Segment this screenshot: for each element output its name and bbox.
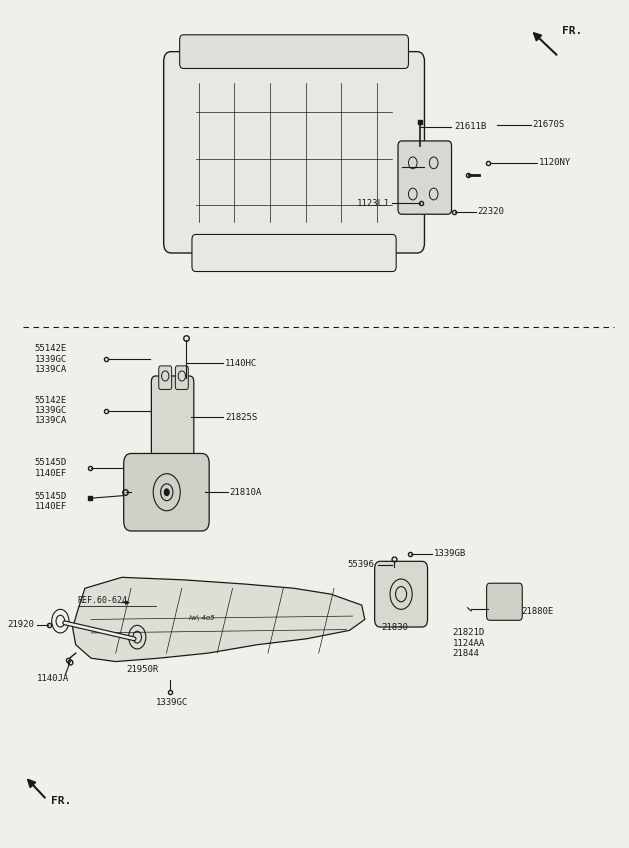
Text: 21825S: 21825S [225, 413, 257, 421]
Text: 55145D
1140EF: 55145D 1140EF [35, 492, 67, 511]
Text: 21830: 21830 [381, 623, 408, 633]
Circle shape [164, 488, 169, 495]
Text: 21810A: 21810A [230, 488, 262, 497]
Text: 55145D
1140EF: 55145D 1140EF [35, 458, 67, 477]
Text: 1339GC: 1339GC [155, 698, 188, 706]
FancyBboxPatch shape [175, 365, 188, 389]
FancyBboxPatch shape [152, 376, 194, 457]
FancyBboxPatch shape [164, 52, 425, 253]
Text: 21611B: 21611B [454, 122, 486, 131]
FancyBboxPatch shape [375, 561, 428, 627]
Text: REF.60-624: REF.60-624 [77, 596, 128, 605]
Text: FR.: FR. [51, 796, 71, 806]
FancyBboxPatch shape [159, 365, 172, 389]
Text: 55396: 55396 [347, 561, 374, 569]
Text: 1339GB: 1339GB [434, 550, 467, 558]
Text: 21950R: 21950R [127, 666, 159, 674]
Text: 1140HC: 1140HC [225, 359, 257, 368]
Text: 21821D
1124AA
21844: 21821D 1124AA 21844 [453, 628, 485, 658]
Text: 21670S: 21670S [533, 120, 565, 130]
Text: 21920: 21920 [8, 620, 35, 629]
FancyBboxPatch shape [398, 141, 452, 215]
Text: 55142E
1339GC
1339CA: 55142E 1339GC 1339CA [35, 344, 67, 374]
FancyBboxPatch shape [124, 454, 209, 531]
Text: 1120NY: 1120NY [539, 159, 571, 167]
Text: lw\ 4o5: lw\ 4o5 [189, 615, 214, 621]
FancyBboxPatch shape [487, 583, 522, 620]
FancyBboxPatch shape [192, 234, 396, 271]
Polygon shape [72, 577, 365, 661]
Text: 22320: 22320 [477, 207, 504, 216]
Text: FR.: FR. [562, 25, 582, 36]
Text: 21880E: 21880E [521, 606, 554, 616]
Text: 1123LJ: 1123LJ [357, 198, 389, 208]
Text: 1140JA: 1140JA [37, 674, 69, 683]
FancyBboxPatch shape [180, 35, 408, 69]
Text: 55142E
1339GC
1339CA: 55142E 1339GC 1339CA [35, 396, 67, 426]
